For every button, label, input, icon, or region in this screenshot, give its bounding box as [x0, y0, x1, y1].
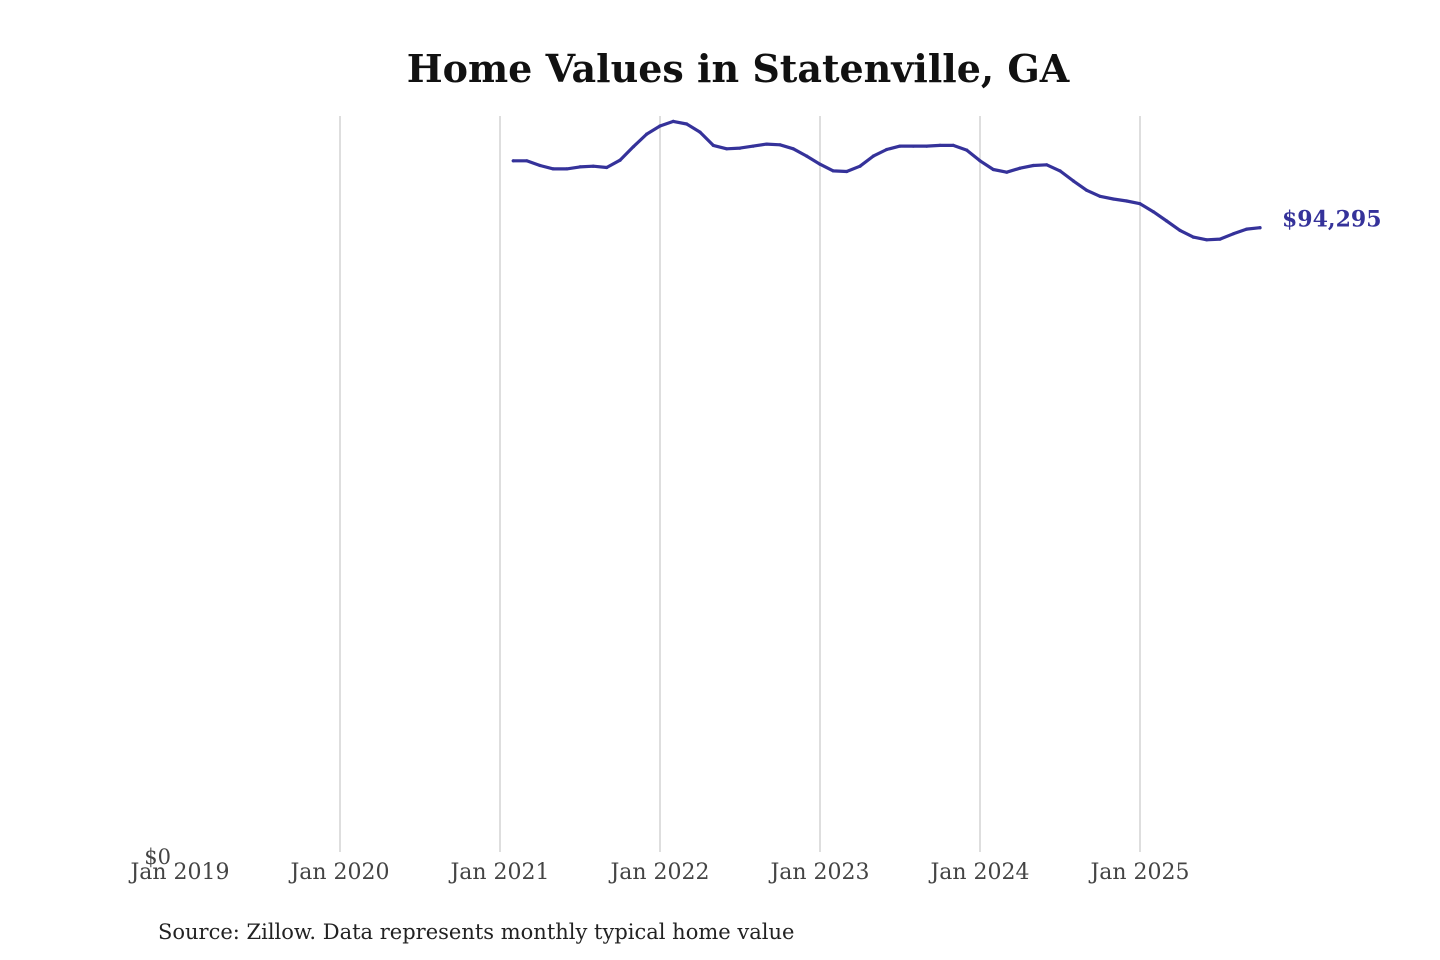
- data-point: [951, 143, 955, 147]
- x-tick-labels: Jan 2019 Jan 2020 Jan 2021 Jan 2022 Jan 2023…: [128, 860, 1189, 885]
- x-tick-label: Jan 2024: [928, 860, 1029, 885]
- data-point: [578, 165, 582, 169]
- data-point: [1178, 228, 1182, 232]
- data-point: [1205, 238, 1209, 242]
- data-point: [791, 147, 795, 151]
- data-point: [698, 130, 702, 134]
- x-tick-label: Jan 2019: [128, 860, 229, 885]
- data-point: [551, 167, 555, 171]
- data-point: [805, 154, 809, 158]
- data-point: [1245, 227, 1249, 231]
- source-note: Source: Zillow. Data represents monthly …: [158, 920, 794, 944]
- data-point: [751, 144, 755, 148]
- data-point: [631, 145, 635, 149]
- data-point: [1071, 179, 1075, 183]
- x-gridlines: [339, 116, 1141, 852]
- data-point: [1258, 226, 1262, 230]
- data-point: [871, 154, 875, 158]
- data-point: [1231, 232, 1235, 236]
- data-point: [845, 169, 849, 174]
- data-point: [1018, 166, 1022, 170]
- data-point: [1058, 169, 1062, 173]
- data-point: [991, 167, 995, 172]
- data-point: [1191, 235, 1195, 239]
- data-point: [765, 142, 769, 146]
- data-point: [738, 146, 742, 150]
- data-point: [685, 122, 689, 126]
- data-point: [711, 143, 715, 147]
- data-point: [778, 143, 782, 147]
- data-point: [898, 144, 902, 148]
- x-tick-label: Jan 2021: [448, 860, 549, 885]
- data-point: [965, 148, 969, 152]
- data-point: [1125, 199, 1129, 203]
- data-point: [1138, 202, 1142, 206]
- data-point: [911, 144, 915, 148]
- data-point: [591, 164, 595, 168]
- data-point: [1098, 194, 1102, 198]
- data-point: [1005, 170, 1009, 174]
- data-point: [525, 159, 529, 163]
- data-point: [1151, 210, 1155, 214]
- data-point: [978, 159, 982, 163]
- data-point: [831, 169, 835, 173]
- data-point: [1165, 219, 1169, 223]
- data-point: [858, 164, 862, 168]
- y-tick-label-zero: $0: [144, 845, 171, 869]
- data-point: [725, 147, 729, 151]
- data-point: [671, 119, 675, 123]
- data-point: [1085, 188, 1089, 192]
- data-point: [1031, 163, 1035, 168]
- data-point: [1111, 197, 1115, 201]
- latest-value-label: $94,295: [1282, 207, 1382, 233]
- data-point: [938, 143, 942, 147]
- x-tick-label: Jan 2025: [1088, 860, 1189, 885]
- home-value-points: [511, 119, 1262, 242]
- data-point: [1045, 163, 1049, 167]
- x-tick-label: Jan 2022: [608, 860, 709, 885]
- data-point: [818, 162, 822, 166]
- data-point: [925, 144, 929, 148]
- data-point: [538, 163, 542, 168]
- data-point: [645, 132, 649, 136]
- data-point: [511, 159, 515, 163]
- data-point: [658, 124, 662, 128]
- data-point: [1218, 237, 1222, 241]
- data-point: [565, 167, 569, 171]
- home-value-line: [511, 119, 1262, 242]
- chart-title: Home Values in Statenville, GA: [407, 46, 1070, 91]
- data-point: [885, 147, 889, 152]
- x-tick-label: Jan 2020: [288, 860, 389, 885]
- data-point: [605, 165, 609, 170]
- x-tick-label: Jan 2023: [768, 860, 869, 885]
- data-point: [618, 158, 622, 162]
